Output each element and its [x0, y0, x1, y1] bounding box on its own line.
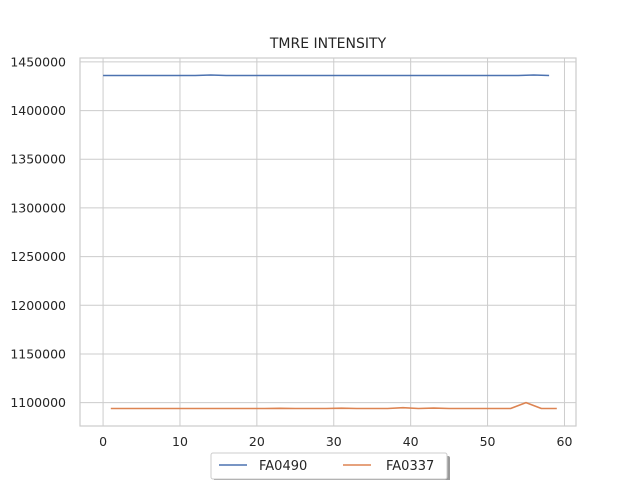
y-tick-label: 1200000	[10, 298, 66, 313]
legend-label-fa0490: FA0490	[259, 459, 307, 474]
y-tick-label: 1100000	[10, 395, 66, 410]
legend: FA0490 FA0337	[210, 452, 450, 480]
x-tick-label: 20	[249, 434, 265, 449]
series-line-fa0490	[103, 74, 550, 77]
grid	[80, 58, 576, 426]
y-tick-label: 1250000	[10, 249, 66, 264]
x-tick-label: 0	[99, 434, 107, 449]
x-tick-label: 10	[172, 434, 188, 449]
y-tick-label: 1400000	[10, 103, 66, 118]
x-tick-label: 50	[480, 434, 496, 449]
tick-labels: 0 10 20 30 40 50 60 1100000 1150000 1200000 125000…	[10, 54, 572, 449]
legend-frame	[210, 452, 448, 480]
chart-title: TMRE INTENSITY	[269, 36, 387, 52]
series-group	[103, 74, 557, 410]
series-line-fa0337	[110, 401, 557, 410]
y-tick-label: 1150000	[10, 346, 66, 361]
y-tick-label: 1350000	[10, 152, 66, 167]
x-tick-label: 30	[326, 434, 342, 449]
x-tick-label: 40	[403, 434, 419, 449]
x-tick-label: 60	[557, 434, 573, 449]
y-tick-label: 1450000	[10, 54, 66, 69]
legend-label-fa0337: FA0337	[386, 459, 434, 474]
y-tick-label: 1300000	[10, 200, 66, 215]
plot-frame	[79, 57, 577, 427]
